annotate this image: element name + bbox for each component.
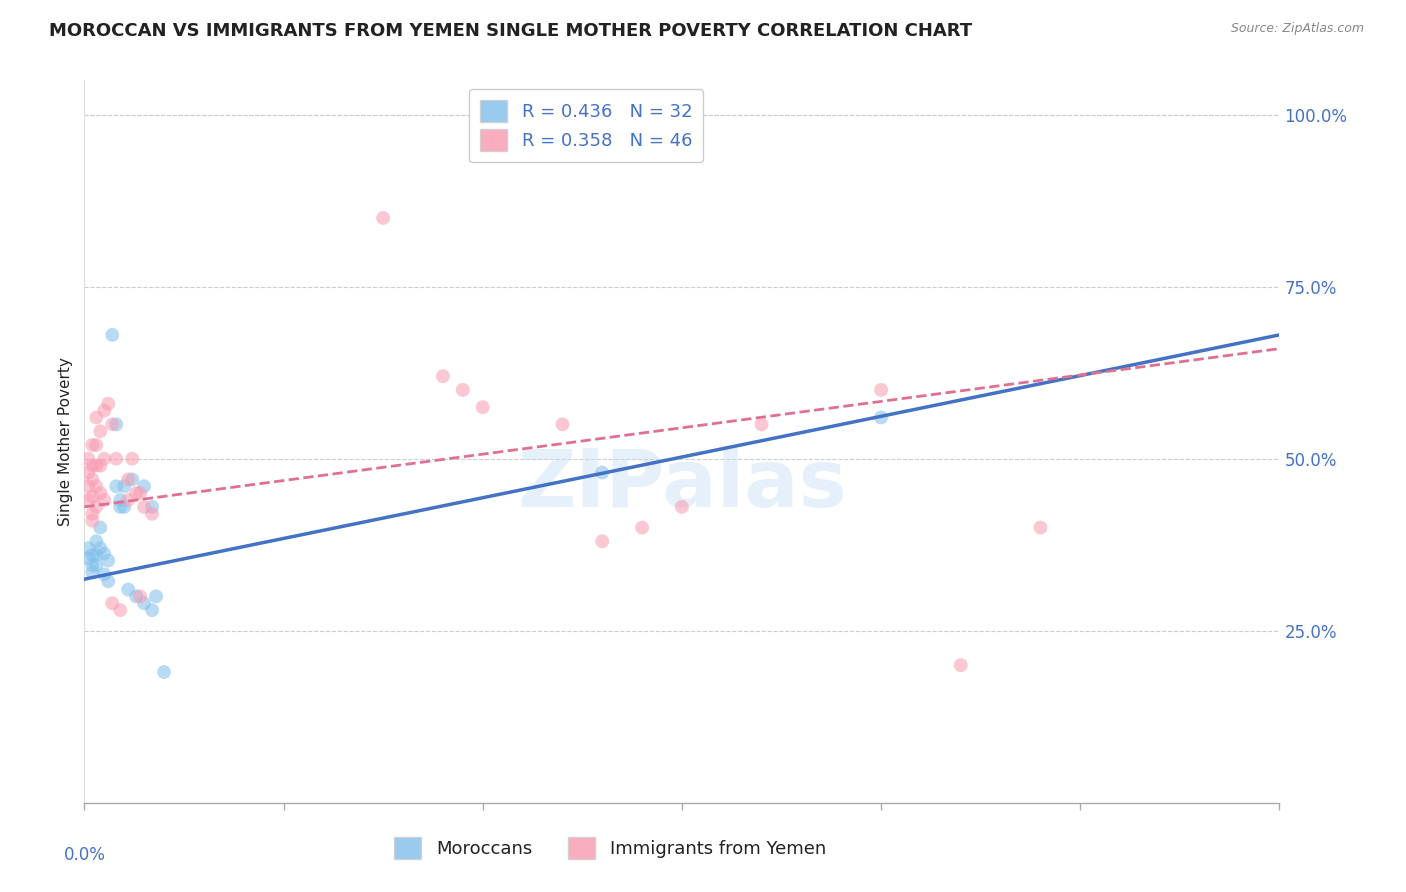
Point [129,486,152,500]
Point [86,500,108,514]
Point [591,466,613,480]
Point [153,665,176,679]
Point [141,507,163,521]
Point [93,567,115,582]
Point [101,417,124,432]
Point [77,479,100,493]
Point [82,566,104,580]
Point [132,596,156,610]
Point [82,438,104,452]
Point [93,493,115,508]
Point [471,400,494,414]
Point [86,458,108,473]
Point [82,558,104,573]
Point [86,410,108,425]
Legend: R = 0.436   N = 32, R = 0.358   N = 46: R = 0.436 N = 32, R = 0.358 N = 46 [470,89,703,162]
Point [82,490,104,504]
Point [77,493,100,508]
Point [117,493,139,508]
Point [77,551,100,566]
Point [125,590,148,604]
Point [117,472,139,486]
Point [86,438,108,452]
Point [77,466,100,480]
Point [105,417,128,432]
Point [89,424,111,438]
Point [93,451,115,466]
Point [97,397,120,411]
Point [141,603,163,617]
Point [86,548,108,562]
Point [86,534,108,549]
Point [77,541,100,556]
Point [82,514,104,528]
Y-axis label: Single Mother Poverty: Single Mother Poverty [58,357,73,526]
Point [101,596,124,610]
Point [631,520,654,534]
Point [145,590,167,604]
Point [82,548,104,562]
Point [110,603,132,617]
Point [97,574,120,589]
Point [101,327,124,342]
Point [89,486,111,500]
Point [125,486,148,500]
Point [97,553,120,567]
Point [1029,520,1052,534]
Point [129,590,152,604]
Point [89,458,111,473]
Point [949,658,972,673]
Point [105,479,128,493]
Point [870,383,893,397]
Point [110,500,132,514]
Point [591,534,613,549]
Point [86,479,108,493]
Point [117,582,139,597]
Point [432,369,454,384]
Point [132,479,156,493]
Point [86,558,108,573]
Point [89,520,111,534]
Point [105,451,128,466]
Point [82,472,104,486]
Text: ZIPalas: ZIPalas [517,446,846,524]
Point [82,458,104,473]
Point [112,479,135,493]
Point [112,500,135,514]
Point [141,500,163,514]
Text: 0.0%: 0.0% [63,847,105,864]
Text: MOROCCAN VS IMMIGRANTS FROM YEMEN SINGLE MOTHER POVERTY CORRELATION CHART: MOROCCAN VS IMMIGRANTS FROM YEMEN SINGLE… [49,22,973,40]
Point [93,547,115,561]
Point [870,410,893,425]
Point [82,507,104,521]
Point [121,451,143,466]
Point [132,500,156,514]
Point [373,211,395,225]
Point [77,451,100,466]
Point [93,403,115,417]
Point [751,417,773,432]
Text: Source: ZipAtlas.com: Source: ZipAtlas.com [1230,22,1364,36]
Point [89,541,111,556]
Point [110,493,132,508]
Point [121,472,143,486]
Point [451,383,474,397]
Point [671,500,693,514]
Point [551,417,574,432]
